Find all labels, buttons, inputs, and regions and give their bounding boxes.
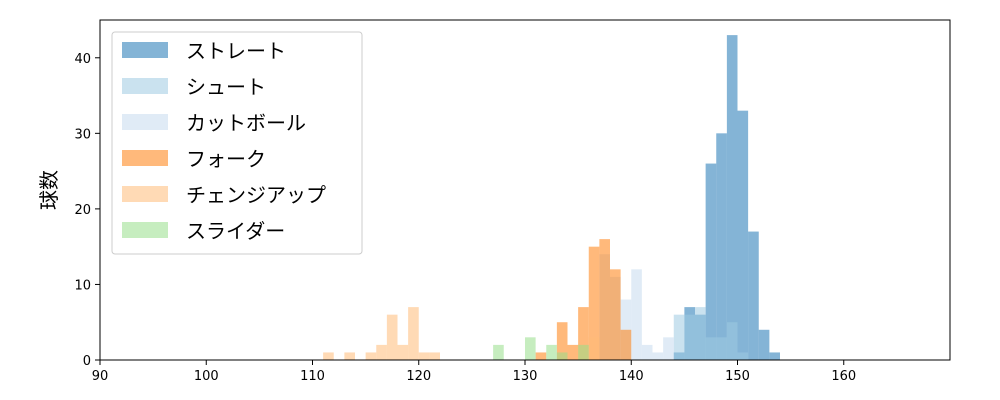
x-tick-label: 120: [406, 369, 431, 384]
legend-label: フォーク: [186, 147, 266, 171]
bar-5: [493, 344, 504, 360]
bar-3: [556, 322, 568, 360]
x-tick-label: 150: [725, 369, 750, 384]
bar-0: [705, 163, 717, 360]
bar-0: [769, 352, 780, 360]
legend-label: スライダー: [186, 219, 285, 243]
y-tick-label: 0: [83, 354, 91, 369]
legend-swatch: [122, 42, 168, 58]
bar-0: [716, 133, 727, 360]
bar-4: [397, 344, 409, 360]
x-tick-label: 110: [300, 369, 325, 384]
legend-swatch: [122, 186, 168, 202]
legend-swatch: [122, 78, 168, 94]
bar-2: [652, 352, 664, 360]
bar-3: [535, 352, 547, 360]
legend-swatch: [122, 150, 168, 166]
legend-label: チェンジアップ: [186, 183, 326, 207]
y-tick-label: 40: [74, 52, 91, 67]
bar-4: [408, 307, 419, 360]
bar-1: [716, 337, 727, 360]
legend-label: カットボール: [186, 111, 306, 135]
legend-swatch: [122, 114, 168, 130]
bar-4: [386, 314, 398, 360]
bar-4: [365, 352, 377, 360]
x-tick-label: 140: [619, 369, 644, 384]
bar-3: [599, 239, 610, 360]
bar-0: [726, 35, 738, 360]
bar-3: [567, 344, 579, 360]
bars-layer: [323, 35, 780, 361]
bar-2: [641, 344, 653, 360]
x-tick-label: 130: [513, 369, 538, 384]
bar-1: [673, 314, 685, 360]
bar-4: [588, 337, 600, 360]
bar-1: [695, 307, 706, 360]
bar-4: [376, 344, 387, 360]
bar-5: [578, 344, 589, 360]
y-tick-label: 20: [74, 203, 91, 218]
y-axis: 0 10 20 30 40: [74, 52, 100, 369]
bar-0: [758, 329, 770, 360]
y-tick-label: 30: [74, 127, 91, 142]
bar-0: [737, 110, 749, 361]
bar-4: [323, 352, 334, 360]
y-axis-label: 球数: [37, 170, 61, 210]
legend-box: [111, 31, 363, 255]
x-axis: 90 100 110 120 130 140 150 160: [92, 360, 856, 384]
bar-4: [418, 352, 430, 360]
bar-5: [556, 352, 568, 360]
legend-label: ストレート: [186, 39, 286, 63]
legend-swatch: [122, 222, 168, 238]
x-tick-label: 100: [194, 369, 219, 384]
legend-label: シュート: [186, 75, 266, 99]
bar-4: [429, 352, 440, 360]
bar-3: [620, 329, 632, 360]
bar-2: [631, 269, 642, 360]
bar-1: [737, 352, 749, 360]
bar-5: [546, 344, 557, 360]
bar-1: [684, 314, 695, 360]
bar-5: [525, 337, 536, 360]
x-tick-label: 90: [92, 369, 109, 384]
y-tick-label: 10: [74, 278, 91, 293]
bar-3: [578, 307, 589, 360]
bar-4: [344, 352, 355, 360]
bar-2: [663, 337, 674, 360]
bar-0: [748, 231, 759, 360]
bar-1: [705, 337, 717, 360]
x-tick-label: 160: [831, 369, 856, 384]
bar-1: [726, 322, 738, 360]
bar-3: [588, 246, 600, 360]
bar-3: [610, 269, 621, 360]
